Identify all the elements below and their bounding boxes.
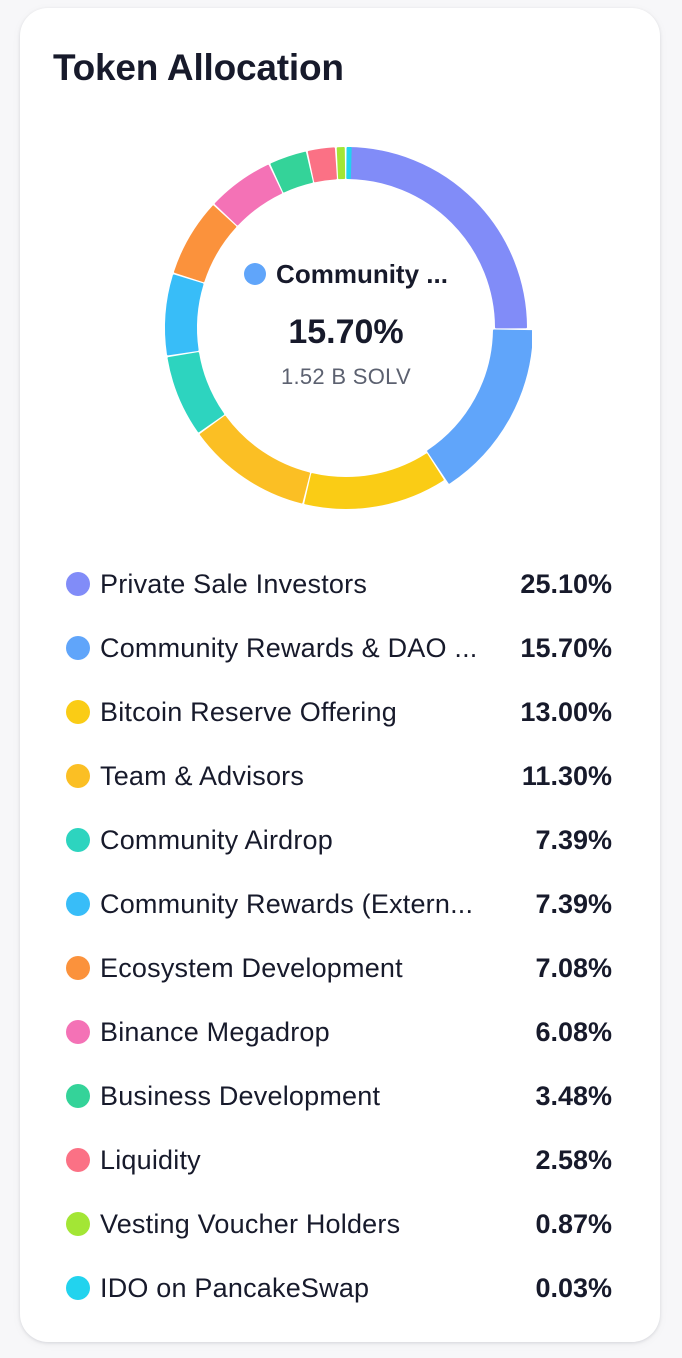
legend-percent: 25.10%: [520, 568, 612, 599]
legend-item[interactable]: Private Sale Investors 25.10%: [66, 552, 612, 616]
legend-color-dot: [66, 828, 90, 852]
donut-chart: Community ... 15.70% 1.52 B SOLV: [160, 146, 532, 510]
legend-color-dot: [66, 1020, 90, 1044]
legend-color-dot: [66, 1148, 90, 1172]
legend-item[interactable]: IDO on PancakeSwap 0.03%: [66, 1256, 612, 1320]
legend-percent: 7.39%: [535, 824, 612, 855]
donut-segment[interactable]: [346, 147, 352, 180]
legend-label: Vesting Voucher Holders: [100, 1208, 401, 1239]
legend-item[interactable]: Liquidity 2.58%: [66, 1128, 612, 1192]
legend-item[interactable]: Community Airdrop 7.39%: [66, 808, 612, 872]
legend-label: Community Rewards & DAO ...: [100, 632, 478, 663]
allocation-legend: Private Sale Investors 25.10% Community Re…: [66, 552, 612, 1320]
legend-percent: 13.00%: [520, 696, 612, 727]
legend-color-dot: [66, 700, 90, 724]
donut-segment[interactable]: [214, 164, 283, 226]
legend-color-dot: [66, 1276, 90, 1300]
legend-label: Team & Advisors: [100, 760, 305, 791]
legend-label: IDO on PancakeSwap: [100, 1272, 370, 1303]
legend-percent: 0.87%: [535, 1208, 612, 1239]
legend-percent: 3.48%: [535, 1080, 612, 1111]
donut-svg: [165, 147, 532, 509]
legend-label: Bitcoin Reserve Offering: [100, 696, 397, 727]
selected-segment-name: Community ...: [276, 258, 448, 289]
donut-segment[interactable]: [427, 329, 532, 484]
legend-item[interactable]: Vesting Voucher Holders 0.87%: [66, 1192, 612, 1256]
center-header: Community ...: [226, 256, 466, 292]
donut-segment[interactable]: [307, 147, 337, 183]
legend-item[interactable]: Community Rewards & DAO ... 15.70%: [66, 616, 612, 680]
legend-item[interactable]: Bitcoin Reserve Offering 13.00%: [66, 680, 612, 744]
donut-segment[interactable]: [173, 205, 237, 283]
selected-color-dot: [244, 263, 267, 285]
donut-segment[interactable]: [165, 274, 204, 356]
legend-label: Community Airdrop: [100, 824, 333, 855]
legend-percent: 0.03%: [535, 1272, 612, 1303]
donut-segment[interactable]: [199, 415, 311, 504]
legend-label: Liquidity: [100, 1144, 201, 1175]
legend-percent: 7.08%: [535, 952, 612, 983]
legend-label: Ecosystem Development: [100, 952, 403, 983]
card-title: Token Allocation: [53, 47, 344, 88]
legend-percent: 7.39%: [535, 888, 612, 919]
legend-color-dot: [66, 1212, 90, 1236]
legend-item[interactable]: Ecosystem Development 7.08%: [66, 936, 612, 1000]
legend-item[interactable]: Binance Megadrop 6.08%: [66, 1000, 612, 1064]
legend-label: Private Sale Investors: [100, 568, 368, 599]
legend-percent: 2.58%: [535, 1144, 612, 1175]
legend-label: Binance Megadrop: [100, 1016, 330, 1047]
legend-color-dot: [66, 892, 90, 916]
donut-segment[interactable]: [336, 147, 346, 180]
donut-segment[interactable]: [167, 352, 225, 433]
legend-color-dot: [66, 956, 90, 980]
selected-segment-amount: 1.52 B SOLV: [280, 364, 412, 389]
legend-color-dot: [66, 1084, 90, 1108]
legend-item[interactable]: Team & Advisors 11.30%: [66, 744, 612, 808]
legend-item[interactable]: Business Development 3.48%: [66, 1064, 612, 1128]
donut-segment[interactable]: [346, 147, 527, 329]
token-allocation-card: Token Allocation Community ... 15.70% 1.…: [20, 8, 660, 1342]
donut-segment[interactable]: [304, 453, 444, 509]
legend-color-dot: [66, 636, 90, 660]
donut-center-summary: Community ... 15.70% 1.52 B SOLV: [226, 256, 466, 390]
legend-label: Community Rewards (Extern...: [100, 888, 474, 919]
legend-item[interactable]: Community Rewards (Extern... 7.39%: [66, 872, 612, 936]
donut-segment[interactable]: [270, 151, 313, 193]
legend-percent: 11.30%: [521, 760, 612, 791]
selected-segment-percent: 15.70%: [288, 313, 404, 351]
legend-color-dot: [66, 572, 90, 596]
legend-percent: 6.08%: [535, 1016, 612, 1047]
legend-color-dot: [66, 764, 90, 788]
legend-label: Business Development: [100, 1080, 381, 1111]
legend-percent: 15.70%: [520, 632, 612, 663]
